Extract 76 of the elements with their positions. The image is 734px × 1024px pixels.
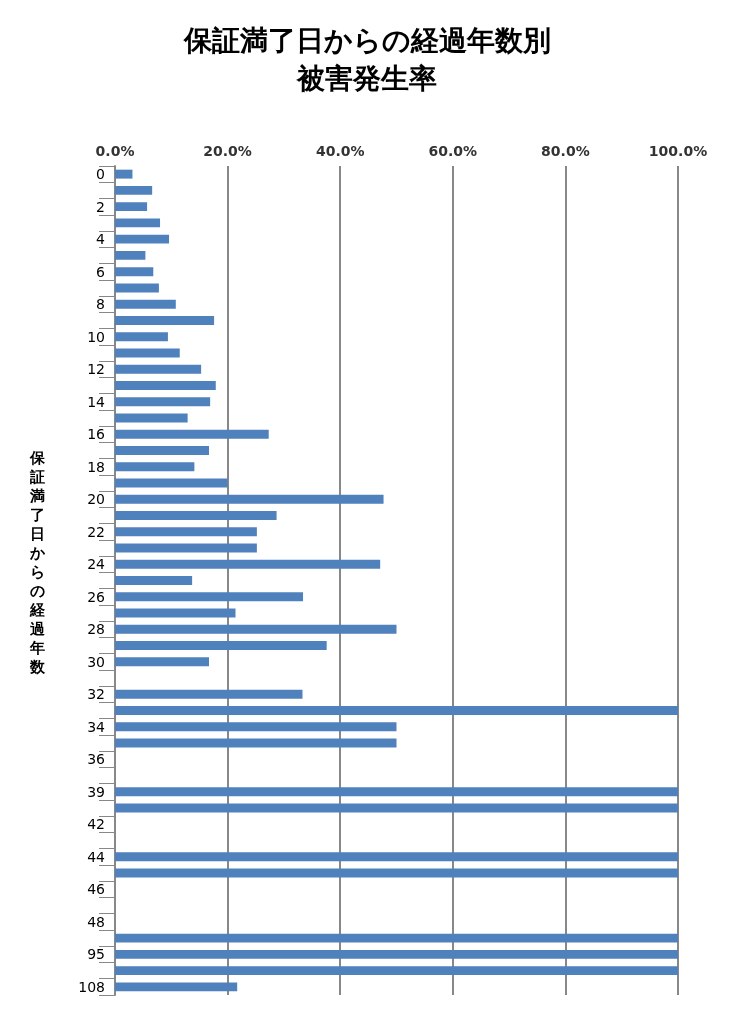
bar: [115, 364, 202, 374]
bar: [115, 559, 381, 569]
bar: [115, 982, 238, 992]
y-tick-label: 44: [87, 848, 106, 865]
y-tick-label: 46: [87, 881, 106, 898]
y-tick-label: 32: [87, 686, 105, 703]
x-tick-label: 20.0%: [203, 143, 252, 159]
y-tick-label: 95: [87, 946, 105, 963]
bar: [115, 511, 277, 520]
y-tick-label: 20: [87, 491, 105, 508]
y-tick-label: 34: [87, 718, 106, 735]
bar: [115, 722, 397, 732]
bar: [115, 689, 303, 699]
bar: [115, 413, 188, 423]
x-tick-label: 40.0%: [315, 143, 365, 159]
bar: [115, 478, 228, 488]
x-tick-label: 100.0%: [648, 143, 708, 159]
y-tick-label: 16: [87, 426, 106, 443]
bar: [115, 462, 195, 472]
y-tick-label: 0: [96, 166, 105, 183]
bar: [115, 527, 257, 537]
bar: [115, 397, 211, 407]
x-tick-label: 60.0%: [428, 143, 478, 159]
y-tick-label: 8: [96, 296, 105, 313]
bar: [115, 738, 397, 748]
bar: [115, 641, 327, 650]
bar: [115, 202, 148, 212]
bar: [115, 429, 269, 439]
y-tick-label: 2: [96, 198, 105, 215]
y-tick-label: 6: [96, 263, 106, 280]
y-tick-label: 22: [87, 523, 105, 540]
y-tick-label: 28: [87, 621, 105, 638]
y-tick-label: 14: [87, 393, 106, 410]
bar: [115, 185, 153, 195]
y-tick-label: 36: [87, 751, 106, 768]
y-tick-label: 10: [87, 328, 105, 345]
bar: [115, 576, 193, 585]
y-tick-label: 42: [87, 816, 105, 833]
y-tick-label: 24: [87, 556, 106, 573]
y-tick-label: 48: [87, 913, 105, 930]
bar: [115, 332, 168, 342]
chart-title: 保証満了日からの経過年数別被害発生率: [182, 23, 551, 95]
bar: [115, 267, 154, 277]
bar: [115, 592, 304, 602]
bar: [115, 250, 146, 260]
y-tick-label: 18: [87, 458, 105, 475]
bar: [115, 933, 678, 943]
bar: [115, 380, 216, 390]
bar: [115, 234, 170, 244]
y-tick-label: 30: [87, 653, 105, 670]
bar: [115, 348, 180, 358]
y-tick-label: 26: [87, 588, 106, 605]
bar: [115, 315, 215, 325]
bar: [115, 852, 678, 862]
bar: [115, 169, 133, 179]
bar: [115, 966, 678, 976]
y-tick-label: 12: [87, 361, 105, 378]
bar: [115, 624, 397, 634]
bar: [115, 706, 678, 716]
bar: [115, 657, 210, 667]
bar: [115, 445, 210, 455]
bar: [115, 283, 159, 293]
x-tick-label: 0.0%: [95, 143, 135, 159]
x-tick-label: 80.0%: [541, 143, 590, 159]
y-tick-label: 4: [96, 231, 106, 248]
text: 保証満了日からの経過年数: [30, 448, 45, 676]
bar: [115, 543, 257, 553]
bar: [115, 299, 176, 309]
bar: [115, 803, 678, 813]
bar: [115, 787, 678, 797]
y-tick-label: 39: [87, 783, 105, 800]
y-tick-label: 108: [78, 978, 105, 995]
bar: [115, 494, 384, 504]
bar: [115, 949, 678, 959]
bar: [115, 218, 161, 228]
bar: [115, 868, 678, 878]
